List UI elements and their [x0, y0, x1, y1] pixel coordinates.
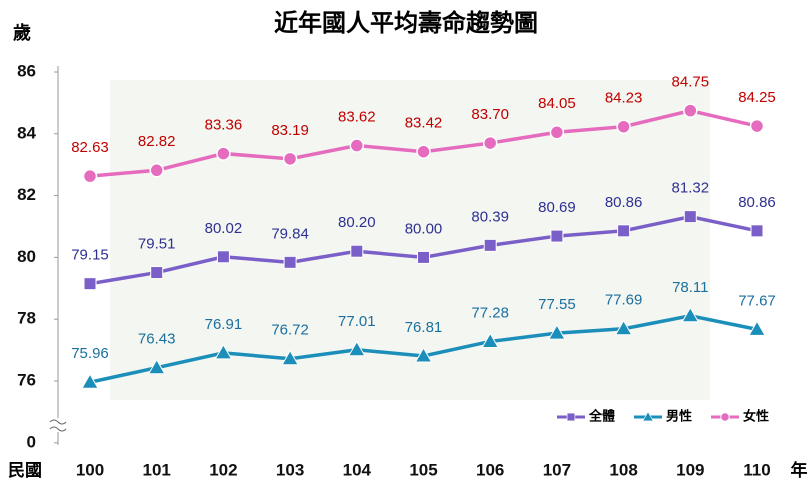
- data-point: [151, 267, 163, 279]
- value-label: 80.02: [205, 220, 243, 237]
- value-label: 77.55: [538, 296, 576, 313]
- x-tick-label: 107: [543, 460, 571, 479]
- x-tick-label: 110: [743, 460, 770, 479]
- data-point: [551, 230, 563, 242]
- value-label: 84.23: [605, 90, 643, 107]
- legend-label: 女性: [743, 409, 769, 425]
- data-point: [550, 126, 563, 139]
- value-label: 76.43: [138, 331, 176, 348]
- x-tick-label: 104: [343, 460, 372, 479]
- value-label: 77.67: [738, 292, 776, 309]
- value-label: 77.28: [471, 304, 509, 321]
- data-point: [684, 104, 697, 117]
- data-point: [484, 239, 496, 251]
- data-point: [84, 170, 97, 183]
- value-label: 82.63: [71, 139, 109, 156]
- value-label: 80.69: [538, 199, 576, 216]
- value-label: 79.51: [138, 236, 176, 253]
- data-point: [217, 147, 230, 160]
- value-label: 84.05: [538, 95, 576, 112]
- data-point: [618, 225, 630, 237]
- data-point: [418, 251, 430, 263]
- x-tick-label: 108: [609, 460, 637, 479]
- value-label: 83.36: [205, 117, 243, 134]
- legend-marker: [567, 413, 575, 421]
- data-point: [350, 139, 363, 152]
- data-point: [84, 278, 96, 290]
- x-tick-label: 100: [76, 460, 104, 479]
- value-label: 80.86: [605, 194, 643, 211]
- legend-marker: [721, 413, 729, 421]
- data-point: [751, 120, 764, 133]
- value-label: 84.75: [672, 74, 710, 91]
- value-label: 83.70: [471, 106, 509, 123]
- x-tick-label: 102: [209, 460, 237, 479]
- value-label: 76.72: [271, 322, 309, 339]
- y-tick-label: 82: [17, 185, 36, 204]
- x-tick-label: 105: [409, 460, 437, 479]
- value-label: 76.81: [405, 319, 443, 336]
- value-label: 79.15: [71, 247, 109, 264]
- chart: 近年國人平均壽命趨勢圖 歲 民國 年 0 76 78 80 82 84 86 100 101 10…: [0, 0, 812, 484]
- data-point: [417, 145, 430, 158]
- data-point: [484, 137, 497, 150]
- data-point: [284, 256, 296, 268]
- x-tick-label: 101: [143, 460, 171, 479]
- value-label: 80.00: [405, 220, 443, 237]
- data-point: [684, 211, 696, 223]
- y-tick-label: 76: [17, 370, 36, 389]
- value-label: 82.82: [138, 133, 176, 150]
- x-tick-label: 103: [276, 460, 304, 479]
- y-tick-label: 0: [27, 432, 36, 451]
- value-label: 77.01: [338, 313, 376, 330]
- x-tick-label: 106: [476, 460, 504, 479]
- value-label: 80.86: [738, 194, 776, 211]
- data-point: [150, 164, 163, 177]
- value-label: 83.19: [271, 122, 309, 139]
- value-label: 84.25: [738, 89, 776, 106]
- legend-label: 全體: [588, 409, 615, 425]
- x-tick-label: 109: [676, 460, 704, 479]
- value-label: 83.42: [405, 115, 443, 132]
- value-label: 78.11: [672, 279, 708, 296]
- value-label: 80.20: [338, 214, 376, 231]
- value-label: 76.91: [205, 316, 243, 333]
- legend-label: 男性: [666, 409, 692, 425]
- data-point: [217, 251, 229, 263]
- value-label: 79.84: [271, 225, 309, 242]
- data-point: [617, 120, 630, 133]
- y-tick-label: 78: [17, 309, 36, 328]
- x-axis-label: 民國: [8, 461, 42, 481]
- value-label: 75.96: [71, 345, 109, 362]
- data-point: [751, 225, 763, 237]
- y-axis-label: 歲: [13, 22, 31, 44]
- data-point: [351, 245, 363, 257]
- y-tick-label: 84: [17, 123, 36, 142]
- y-tick-label: 80: [17, 247, 36, 266]
- value-label: 80.39: [471, 208, 509, 225]
- chart-title: 近年國人平均壽命趨勢圖: [274, 9, 538, 37]
- x-axis-suffix: 年: [791, 460, 808, 481]
- data-point: [284, 152, 297, 165]
- y-tick-label: 86: [17, 61, 36, 80]
- value-label: 83.62: [338, 109, 376, 126]
- value-label: 81.32: [672, 180, 710, 197]
- value-label: 77.69: [605, 292, 643, 309]
